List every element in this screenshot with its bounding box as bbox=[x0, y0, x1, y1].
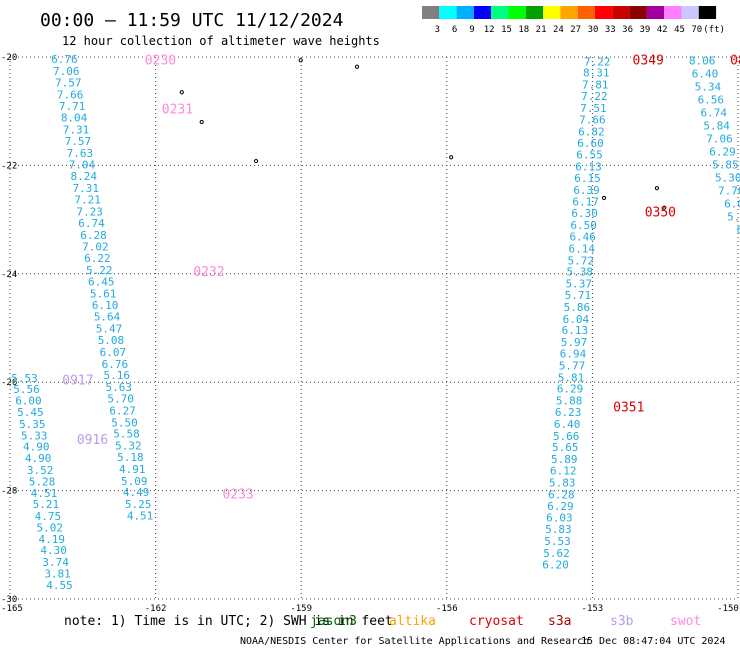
credit-text: NOAA/NESDIS Center for Satellite Applica… bbox=[240, 636, 589, 647]
wave-height-value: 6 bbox=[737, 223, 740, 236]
colorbar-label: (ft) bbox=[703, 25, 725, 35]
colorbar-swatch bbox=[543, 6, 560, 19]
colorbar-swatch bbox=[664, 6, 681, 19]
colorbar-label: 6 bbox=[452, 25, 457, 35]
wave-height-value: 6.40 bbox=[692, 67, 719, 80]
colorbar-label: 33 bbox=[605, 25, 616, 35]
island-marker bbox=[450, 156, 453, 159]
colorbar-swatch bbox=[509, 6, 526, 19]
colorbar-swatch bbox=[682, 6, 699, 19]
x-tick-label: -156 bbox=[436, 604, 458, 614]
wave-height-value: 6.56 bbox=[698, 93, 725, 106]
colorbar-swatch bbox=[630, 6, 647, 19]
colorbar-label: 18 bbox=[518, 25, 529, 35]
colorbar-swatch bbox=[560, 6, 577, 19]
pass-number-label: 0350 bbox=[645, 205, 676, 220]
wave-height-value: 5.30 bbox=[715, 171, 740, 184]
island-marker bbox=[254, 159, 257, 162]
colorbar-label: 12 bbox=[484, 25, 495, 35]
wave-height-value: 6.74 bbox=[700, 106, 727, 119]
colorbar-label: 24 bbox=[553, 25, 564, 35]
generated-timestamp: 15 Dec 08:47:04 UTC 2024 bbox=[581, 636, 726, 647]
pass-number-label: 08 bbox=[730, 54, 740, 69]
y-tick-label: -24 bbox=[1, 270, 17, 280]
y-tick-label: -30 bbox=[1, 595, 17, 605]
colorbar-swatch bbox=[474, 6, 491, 19]
wave-height-value: 4.55 bbox=[46, 579, 73, 592]
colorbar-swatch bbox=[526, 6, 543, 19]
colorbar-label: 3 bbox=[435, 25, 440, 35]
colorbar-swatch bbox=[578, 6, 595, 19]
colorbar-label: 39 bbox=[639, 25, 650, 35]
wave-height-value: 5.85 bbox=[712, 158, 739, 171]
x-tick-label: -162 bbox=[145, 604, 167, 614]
island-marker bbox=[299, 59, 302, 62]
wave-height-value: 4.51 bbox=[127, 510, 154, 523]
y-tick-label: -22 bbox=[1, 161, 17, 171]
colorbar-swatch bbox=[491, 6, 508, 19]
wave-height-value: 6.29 bbox=[709, 145, 736, 158]
island-marker bbox=[200, 120, 203, 123]
island-marker bbox=[655, 187, 658, 190]
colorbar-swatch bbox=[457, 6, 474, 19]
wave-height-value: 8.06 bbox=[689, 54, 716, 67]
legend-entry: s3a bbox=[548, 614, 571, 629]
colorbar-swatch bbox=[439, 6, 456, 19]
pass-number-label: 0232 bbox=[193, 265, 224, 280]
pass-number-label: 0349 bbox=[633, 54, 664, 69]
colorbar-label: 36 bbox=[622, 25, 633, 35]
pass-number-label: 0230 bbox=[145, 54, 176, 69]
y-tick-label: -28 bbox=[1, 487, 17, 497]
x-tick-label: -165 bbox=[1, 604, 23, 614]
colorbar-swatch bbox=[422, 6, 439, 19]
colorbar-label: 21 bbox=[536, 25, 547, 35]
legend-entry: cryosat bbox=[469, 614, 524, 629]
wave-height-value: 5.9 bbox=[727, 210, 740, 223]
legend-entry: s3b bbox=[610, 614, 634, 629]
island-marker bbox=[602, 196, 605, 199]
colorbar-label: 70 bbox=[691, 25, 702, 35]
colorbar-label: 15 bbox=[501, 25, 512, 35]
legend-entry: jason3 bbox=[310, 614, 357, 629]
wave-height-value: 6.20 bbox=[542, 558, 569, 571]
x-tick-label: -159 bbox=[290, 604, 312, 614]
pass-number-label: 0917 bbox=[62, 373, 93, 388]
colorbar-swatch bbox=[595, 6, 612, 19]
wave-height-value: 7.06 bbox=[706, 132, 733, 145]
legend-entry: swot bbox=[670, 614, 701, 629]
colorbar-label: 30 bbox=[588, 25, 599, 35]
island-marker bbox=[180, 91, 183, 94]
pass-number-label: 0916 bbox=[77, 433, 108, 448]
island-marker bbox=[355, 65, 358, 68]
colorbar-swatch bbox=[647, 6, 664, 19]
wave-height-value: 5.34 bbox=[695, 80, 722, 93]
colorbar-label: 9 bbox=[469, 25, 474, 35]
chart-subtitle: 12 hour collection of altimeter wave hei… bbox=[62, 34, 380, 48]
pass-number-label: 0351 bbox=[613, 401, 644, 416]
wave-height-value: 5.84 bbox=[703, 119, 730, 132]
x-tick-label: -150 bbox=[717, 604, 739, 614]
colorbar-label: 45 bbox=[674, 25, 685, 35]
wave-height-value: 7.70 bbox=[718, 184, 740, 197]
legend-entry: altika bbox=[389, 614, 436, 629]
x-tick-label: -153 bbox=[582, 604, 604, 614]
wave-height-value: 6.0 bbox=[724, 197, 740, 210]
colorbar-label: 42 bbox=[657, 25, 668, 35]
colorbar-swatch bbox=[699, 6, 716, 19]
pass-number-label: 0233 bbox=[222, 487, 253, 502]
colorbar-swatch bbox=[612, 6, 629, 19]
chart-title: 00:00 — 11:59 UTC 11/12/2024 bbox=[40, 10, 343, 31]
pass-number-label: 0231 bbox=[162, 102, 193, 117]
y-tick-label: -20 bbox=[1, 53, 17, 63]
colorbar-label: 27 bbox=[570, 25, 581, 35]
